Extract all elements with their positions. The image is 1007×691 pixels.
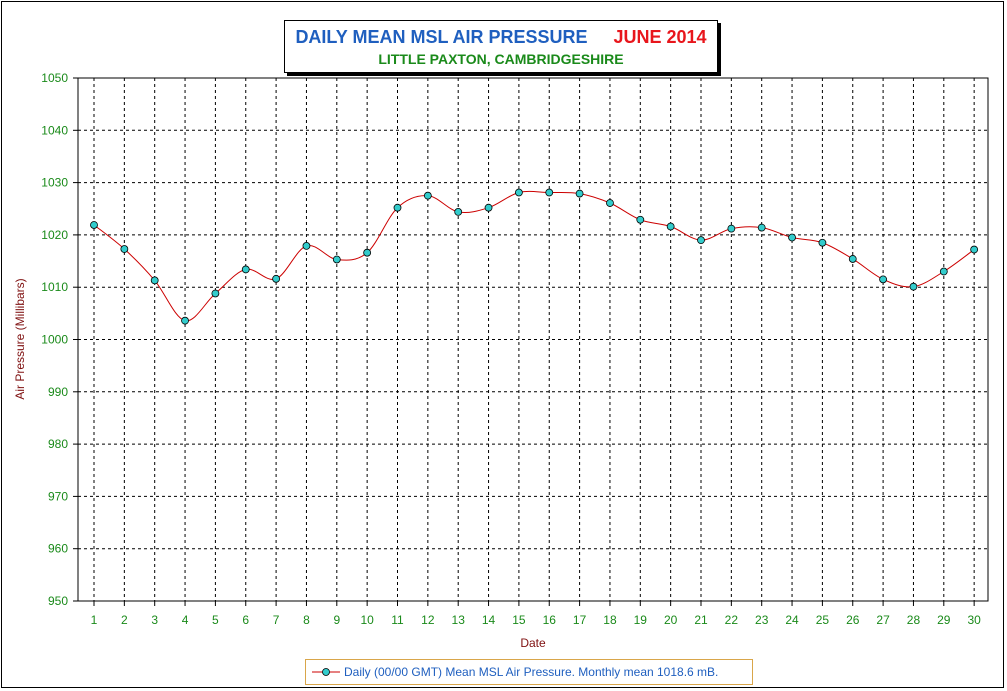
data-point <box>788 233 796 242</box>
data-point <box>515 188 523 197</box>
x-axis-label: Date <box>520 636 546 650</box>
y-tick-label: 1040 <box>41 123 68 137</box>
x-tick-label: 7 <box>273 613 280 627</box>
y-tick-label: 950 <box>48 594 68 608</box>
y-tick-label: 990 <box>48 385 68 399</box>
series-markers <box>90 188 979 325</box>
data-point <box>120 245 129 253</box>
data-point <box>211 289 220 298</box>
x-tick-label: 28 <box>907 613 921 627</box>
x-tick-label: 6 <box>242 613 249 627</box>
data-point <box>970 245 979 254</box>
data-point <box>423 191 432 200</box>
x-tick-label: 13 <box>452 613 466 627</box>
data-point <box>241 265 250 274</box>
data-point <box>666 222 675 231</box>
x-tick-label: 27 <box>876 613 890 627</box>
chart-title-box: DAILY MEAN MSL AIR PRESSURE JUNE 2014 LIT… <box>284 20 718 73</box>
data-point <box>484 203 493 212</box>
y-tick-label: 1010 <box>41 280 68 294</box>
data-point <box>818 238 827 247</box>
x-axis-ticks: 1 2 3 4 5 6 7 8 9 10 11 12 13 14 15 16 17 18 19 20 21 22 23 24 2… <box>91 601 981 627</box>
x-tick-label: 29 <box>937 613 951 627</box>
x-tick-label: 4 <box>182 613 189 627</box>
data-point <box>90 221 98 229</box>
data-point <box>272 274 281 283</box>
data-point <box>939 267 948 276</box>
x-tick-label: 19 <box>634 613 648 627</box>
data-point <box>909 282 918 291</box>
x-tick-label: 2 <box>121 613 128 627</box>
data-point <box>697 236 705 245</box>
y-axis-ticks: 950 960 970 980 990 1000 1010 1020 1030 1040 1050 <box>41 71 78 608</box>
chart-subtitle: LITTLE PAXTON, CAMBRIDGESHIRE <box>378 51 624 67</box>
data-point <box>879 275 887 284</box>
x-tick-label: 20 <box>664 613 678 627</box>
x-tick-label: 23 <box>755 613 769 627</box>
x-tick-label: 17 <box>573 613 587 627</box>
x-tick-label: 15 <box>512 613 526 627</box>
x-tick-label: 10 <box>360 613 374 627</box>
data-point <box>757 223 766 232</box>
x-tick-label: 1 <box>91 613 98 627</box>
plot-area-border <box>77 77 989 602</box>
chart-title: DAILY MEAN MSL AIR PRESSURE JUNE 2014 <box>285 27 717 48</box>
legend: Daily (00/00 GMT) Mean MSL Air Pressure.… <box>305 659 753 685</box>
y-tick-label: 1020 <box>41 228 68 242</box>
x-tick-label: 5 <box>212 613 219 627</box>
y-tick-label: 980 <box>48 437 68 451</box>
chart-title-main: DAILY MEAN MSL AIR PRESSURE <box>295 27 588 47</box>
x-tick-label: 9 <box>333 613 340 627</box>
data-point <box>545 188 554 197</box>
data-point <box>150 276 159 285</box>
y-axis-label: Air Pressure (Millibars) <box>13 278 27 399</box>
data-point <box>363 248 372 257</box>
data-point <box>848 255 857 263</box>
y-tick-label: 960 <box>48 542 68 556</box>
x-tick-label: 25 <box>816 613 830 627</box>
x-tick-label: 21 <box>694 613 708 627</box>
data-point <box>636 215 645 224</box>
x-tick-label: 26 <box>846 613 860 627</box>
legend-swatch <box>312 668 340 676</box>
data-point <box>727 224 736 233</box>
x-tick-label: 12 <box>421 613 435 627</box>
y-tick-label: 1050 <box>41 71 68 85</box>
grid-lines <box>78 78 988 601</box>
y-tick-label: 1030 <box>41 176 68 190</box>
data-point <box>181 316 189 325</box>
data-point <box>454 207 463 216</box>
y-tick-label: 1000 <box>41 333 68 347</box>
data-point <box>302 241 311 250</box>
x-tick-label: 30 <box>967 613 981 627</box>
chart-title-date: JUNE 2014 <box>613 27 707 47</box>
x-tick-label: 18 <box>603 613 617 627</box>
series-line <box>93 190 975 322</box>
x-tick-label: 16 <box>543 613 557 627</box>
x-tick-label: 11 <box>391 613 404 627</box>
data-point <box>332 255 341 264</box>
data-point <box>575 189 584 198</box>
x-tick-label: 14 <box>482 613 496 627</box>
y-tick-label: 970 <box>48 489 68 503</box>
x-tick-label: 3 <box>151 613 158 627</box>
x-tick-label: 24 <box>785 613 799 627</box>
x-tick-label: 8 <box>303 613 310 627</box>
x-tick-label: 22 <box>725 613 739 627</box>
legend-label: Daily (00/00 GMT) Mean MSL Air Pressure.… <box>344 665 719 679</box>
data-point <box>606 199 614 207</box>
data-point <box>393 203 402 212</box>
